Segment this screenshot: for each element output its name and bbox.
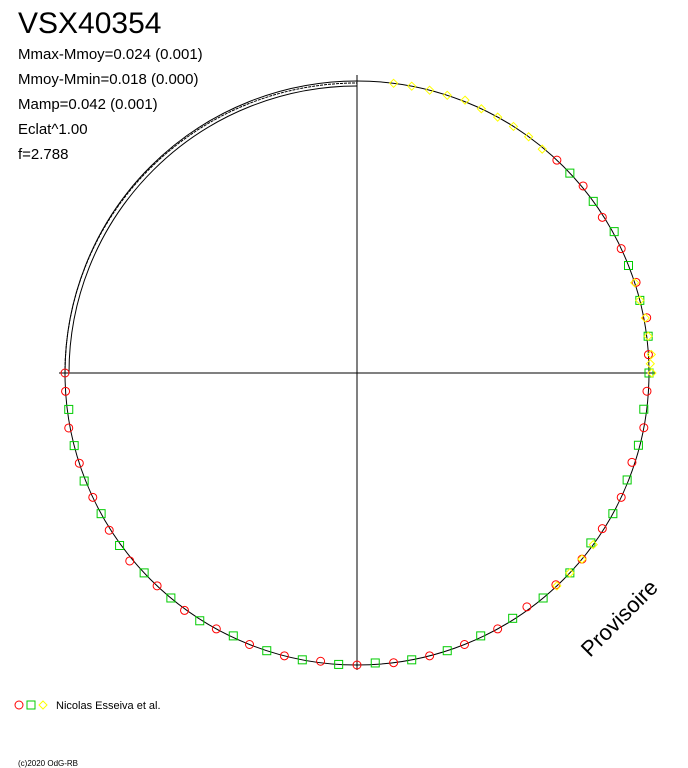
point bbox=[608, 509, 618, 519]
point bbox=[508, 613, 518, 623]
point bbox=[630, 278, 640, 288]
legend-label: Nicolas Esseiva et al. bbox=[56, 700, 161, 712]
point bbox=[96, 509, 106, 519]
point bbox=[523, 132, 534, 142]
point bbox=[588, 196, 598, 206]
point bbox=[74, 458, 84, 468]
point bbox=[279, 651, 289, 661]
point bbox=[627, 457, 637, 467]
point bbox=[407, 655, 417, 665]
point bbox=[424, 85, 435, 95]
point bbox=[565, 168, 575, 178]
point bbox=[644, 368, 654, 378]
legend-marker bbox=[38, 700, 48, 710]
point bbox=[69, 441, 79, 451]
legend-marker bbox=[26, 700, 36, 710]
point bbox=[64, 423, 74, 433]
point bbox=[643, 350, 653, 360]
point bbox=[245, 639, 255, 649]
point bbox=[125, 556, 135, 566]
point bbox=[642, 313, 652, 323]
point bbox=[262, 646, 272, 656]
stat-line: f=2.788 bbox=[18, 146, 68, 163]
point bbox=[578, 181, 588, 191]
stat-line: Mmax-Mmoy=0.024 (0.001) bbox=[18, 46, 203, 63]
fit-curve-inner bbox=[68, 85, 358, 374]
stat-line: Mamp=0.042 (0.001) bbox=[18, 96, 158, 113]
point bbox=[195, 616, 205, 626]
point bbox=[639, 404, 649, 414]
point bbox=[643, 331, 653, 341]
point bbox=[493, 624, 503, 634]
points bbox=[60, 78, 657, 670]
point bbox=[370, 658, 380, 668]
chart-title: VSX40354 bbox=[18, 7, 161, 40]
point bbox=[616, 492, 626, 502]
legend-marker bbox=[14, 700, 24, 710]
point bbox=[640, 313, 650, 323]
point bbox=[476, 631, 486, 641]
point bbox=[388, 78, 399, 89]
point bbox=[352, 660, 362, 670]
point bbox=[597, 524, 607, 534]
point bbox=[407, 81, 417, 91]
point bbox=[60, 368, 70, 378]
point bbox=[622, 475, 632, 485]
point bbox=[639, 423, 649, 433]
point bbox=[588, 539, 598, 550]
point bbox=[316, 656, 326, 666]
point bbox=[597, 212, 607, 222]
point bbox=[552, 581, 562, 591]
fit-curve bbox=[64, 82, 358, 374]
point bbox=[166, 593, 176, 603]
legend bbox=[14, 700, 48, 710]
stat-line: Eclat^1.00 bbox=[18, 121, 88, 138]
point bbox=[152, 581, 162, 591]
point bbox=[115, 540, 125, 550]
point bbox=[538, 593, 548, 603]
point bbox=[577, 554, 587, 564]
point bbox=[635, 295, 645, 306]
point bbox=[552, 155, 562, 165]
point bbox=[104, 525, 114, 535]
point bbox=[64, 404, 74, 414]
point bbox=[297, 655, 307, 665]
point bbox=[623, 261, 633, 271]
point bbox=[88, 492, 98, 502]
point bbox=[492, 112, 503, 122]
point bbox=[537, 144, 547, 154]
point bbox=[442, 646, 452, 656]
point bbox=[460, 95, 470, 105]
point bbox=[616, 244, 626, 254]
point bbox=[522, 602, 532, 612]
point bbox=[180, 605, 190, 615]
point bbox=[79, 476, 89, 486]
point bbox=[389, 658, 399, 668]
point bbox=[476, 104, 487, 114]
point bbox=[645, 359, 656, 369]
copyright: (c)2020 OdG-RB bbox=[18, 759, 78, 768]
point bbox=[442, 90, 452, 100]
point bbox=[139, 568, 149, 578]
point bbox=[646, 349, 657, 360]
point bbox=[425, 651, 435, 661]
stat-line: Mmoy-Mmin=0.018 (0.000) bbox=[18, 71, 198, 88]
point bbox=[609, 227, 619, 237]
point bbox=[643, 331, 653, 341]
point bbox=[508, 121, 519, 132]
point bbox=[565, 568, 575, 578]
point bbox=[647, 368, 657, 378]
point bbox=[61, 386, 71, 396]
point bbox=[334, 659, 344, 669]
point bbox=[642, 386, 652, 396]
watermark: Provisoire bbox=[576, 575, 663, 662]
point bbox=[459, 639, 469, 649]
point bbox=[228, 631, 238, 641]
stats: Mmax-Mmoy=0.024 (0.001) Mmoy-Mmin=0.018 (… bbox=[18, 46, 203, 163]
point bbox=[631, 277, 641, 287]
point bbox=[633, 440, 643, 450]
point bbox=[211, 624, 221, 634]
